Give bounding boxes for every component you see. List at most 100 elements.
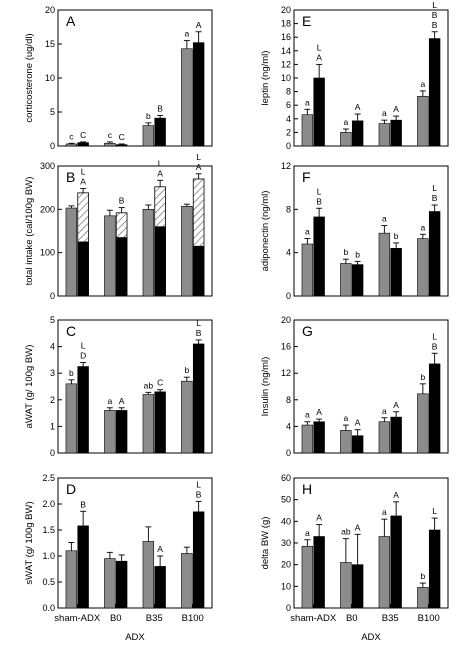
significance-label: ab <box>341 527 351 537</box>
bar-gray <box>181 553 193 609</box>
bar-gray <box>142 394 155 454</box>
y-tick-label: 0 <box>50 141 55 151</box>
y-tick-label: 200 <box>40 204 55 214</box>
significance-label: a <box>184 29 189 39</box>
y-tick-label: 16 <box>281 32 291 42</box>
bar-black <box>77 366 89 454</box>
significance-label: A <box>355 102 361 112</box>
bar-gray <box>65 143 78 147</box>
y-tick-label: 8 <box>286 87 291 97</box>
y-tick-label: 12 <box>281 59 291 69</box>
bar-gray <box>142 209 155 297</box>
bar-gray <box>301 424 314 454</box>
bar-gray <box>340 562 352 609</box>
bar-gray <box>181 206 193 297</box>
bar-black <box>154 117 166 147</box>
bar-black <box>115 144 128 147</box>
x-group-label-right: ADX <box>361 632 381 643</box>
significance-label: c <box>108 130 113 140</box>
significance-label: A <box>196 20 202 30</box>
bar-gray <box>301 114 314 147</box>
significance-label: L <box>432 506 437 516</box>
y-tick-label: 5 <box>50 107 55 117</box>
significance-label: A <box>393 490 399 500</box>
significance-label: A <box>355 522 361 532</box>
bar-black <box>351 564 364 609</box>
bar-gray <box>417 96 429 147</box>
y-tick-label: 16 <box>281 342 291 352</box>
bar-black <box>390 515 402 609</box>
y-tick-label: 0 <box>50 291 55 301</box>
significance-label: L <box>81 341 86 351</box>
bar-gray <box>65 550 78 609</box>
bar-gray <box>301 243 314 297</box>
panel-letter: F <box>302 169 311 185</box>
significance-label: B <box>80 499 86 509</box>
y-tick-label: 20 <box>281 315 291 325</box>
significance-label: a <box>420 222 425 232</box>
bar-gray <box>340 430 352 454</box>
significance-label: a <box>382 507 387 517</box>
bar-black <box>428 529 441 609</box>
y-tick-label: 6 <box>286 100 291 110</box>
bar-gray <box>104 215 116 297</box>
significance-label: b <box>420 571 425 581</box>
bar-gray <box>301 545 314 609</box>
bar-gray <box>181 48 193 147</box>
significance-label: L <box>196 479 201 489</box>
bar-black <box>313 216 325 297</box>
significance-label: B <box>196 328 202 338</box>
significance-label: B <box>157 103 163 113</box>
significance-label: A <box>316 407 322 417</box>
y-tick-label: 18 <box>281 19 291 29</box>
significance-label: a <box>420 79 425 89</box>
bar-black <box>154 226 166 297</box>
significance-label: L <box>158 158 163 168</box>
bar-black <box>351 264 364 297</box>
significance-label: L <box>81 167 86 177</box>
bar-gray <box>378 232 391 297</box>
significance-label: A <box>119 396 125 406</box>
significance-label: B <box>432 341 438 351</box>
bar-black <box>77 142 89 147</box>
significance-label: A <box>316 513 322 523</box>
significance-label: c <box>69 131 74 141</box>
y-tick-label: 10 <box>45 73 55 83</box>
bar-gray <box>142 125 155 147</box>
bar-gray <box>104 142 116 147</box>
y-tick-label: 20 <box>281 5 291 15</box>
bar-gray <box>417 238 429 297</box>
bar-black <box>313 77 325 147</box>
significance-label: C <box>157 378 163 388</box>
plot-frame <box>57 477 213 609</box>
significance-label: b <box>146 111 151 121</box>
bar-black <box>428 363 441 454</box>
x-category-label: B35 <box>382 613 399 624</box>
y-tick-label: 5 <box>50 315 55 325</box>
bar-black <box>115 560 128 609</box>
y-tick-label: 2.5 <box>42 473 55 483</box>
bar-black <box>390 416 402 454</box>
significance-label: a <box>343 117 348 127</box>
bar-gray <box>378 421 391 454</box>
significance-label: L <box>317 42 322 52</box>
significance-label: B <box>119 196 125 206</box>
panel-letter: B <box>66 169 75 185</box>
y-tick-label: 1.5 <box>42 525 55 535</box>
significance-label: A <box>355 418 361 428</box>
y-tick-label: 2 <box>286 127 291 137</box>
y-axis-label: total intake (cal/100g BW) <box>24 177 35 286</box>
y-axis-label: adiponectin (ng/ml) <box>260 191 271 272</box>
significance-label: B <box>196 489 202 499</box>
bar-black <box>192 511 205 609</box>
y-axis-label: leptin (ng/ml) <box>260 51 271 106</box>
significance-label: ab <box>144 380 154 390</box>
significance-label: A <box>157 544 163 554</box>
bar-black <box>77 525 89 609</box>
y-tick-label: 8 <box>286 204 291 214</box>
y-tick-label: 0 <box>50 448 55 458</box>
significance-label: L <box>196 152 201 162</box>
